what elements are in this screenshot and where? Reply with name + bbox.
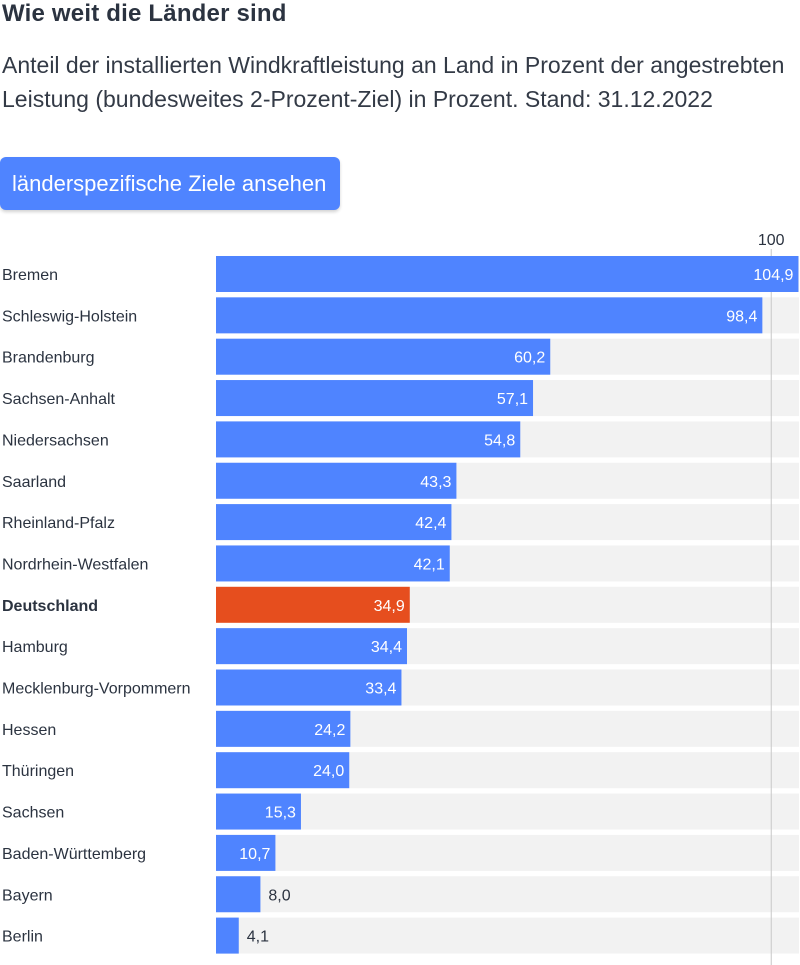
category-label: Sachsen-Anhalt [2, 391, 116, 408]
chart-title: Wie weit die Länder sind [2, 0, 287, 27]
bar [216, 752, 350, 789]
value-label: 15,3 [265, 805, 296, 822]
value-label: 4,1 [247, 929, 269, 946]
value-label: 60,2 [514, 350, 545, 367]
category-label: Mecklenburg-Vorpommern [2, 681, 191, 698]
reference-line-label: 100 [758, 232, 785, 249]
category-label: Baden-Württemberg [2, 846, 146, 863]
category-label: Nordrhein-Westfalen [2, 556, 148, 573]
category-label: Niedersachsen [2, 432, 109, 449]
bar-track [216, 917, 799, 954]
bar-track [216, 876, 799, 913]
bar-chart: 100 Bremen 104,9 Schleswig-Holstein 98,4 Bran… [2, 232, 799, 965]
category-label: Brandenburg [2, 350, 95, 367]
category-label: Bremen [2, 267, 58, 284]
category-label: Bayern [2, 887, 53, 904]
bar [216, 421, 521, 458]
category-label: Berlin [2, 929, 43, 946]
bar-track [216, 834, 799, 871]
category-label: Thüringen [2, 763, 74, 780]
bar [216, 338, 551, 375]
value-label: 43,3 [420, 474, 451, 491]
bar [216, 297, 763, 334]
value-label: 34,4 [371, 639, 402, 656]
bar [216, 876, 261, 913]
value-label: 98,4 [726, 308, 757, 325]
value-label: 54,8 [484, 432, 515, 449]
category-label: Deutschland [2, 598, 98, 615]
bar [216, 793, 301, 830]
bar [216, 834, 276, 871]
chart-subtitle: Anteil der installierten Windkraftleistu… [2, 52, 785, 112]
bar-highlight [216, 586, 410, 623]
bar [216, 545, 450, 582]
bar [216, 710, 351, 747]
bar [216, 380, 534, 417]
value-label: 33,4 [365, 681, 396, 698]
bar [216, 669, 402, 706]
bar-track [216, 793, 799, 830]
bar [216, 628, 408, 665]
value-label: 42,4 [415, 515, 446, 532]
value-label: 104,9 [753, 267, 793, 284]
value-label: 8,0 [268, 887, 290, 904]
bar [216, 256, 799, 292]
value-label: 34,9 [374, 598, 405, 615]
value-label: 10,7 [239, 846, 270, 863]
category-label: Schleswig-Holstein [2, 308, 137, 325]
category-label: Saarland [2, 474, 66, 491]
bar [216, 917, 239, 954]
value-label: 24,0 [313, 763, 344, 780]
category-label: Hamburg [2, 639, 68, 656]
category-label: Rheinland-Pfalz [2, 515, 115, 532]
bar [216, 504, 452, 541]
value-label: 24,2 [314, 722, 345, 739]
view-state-targets-button[interactable]: länderspezifische Ziele ansehen [0, 157, 341, 210]
value-label: 42,1 [414, 556, 445, 573]
category-label: Hessen [2, 722, 56, 739]
value-label: 57,1 [497, 391, 528, 408]
category-label: Sachsen [2, 805, 64, 822]
bar [216, 462, 457, 499]
